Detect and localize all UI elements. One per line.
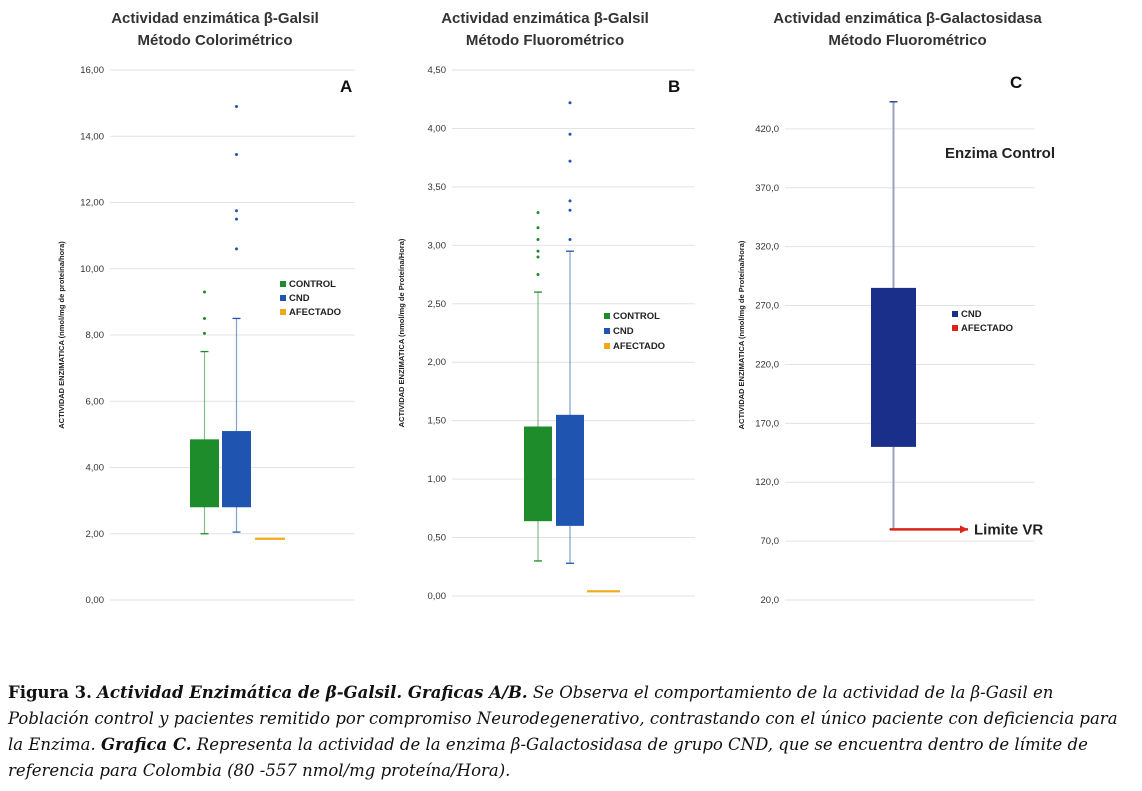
panel-letter: C — [1010, 73, 1022, 92]
chart-a-title: Actividad enzimática β-Galsil Método Col… — [40, 8, 390, 52]
y-tick-label: 14,00 — [80, 131, 104, 142]
outlier-point — [568, 101, 572, 105]
y-tick-label: 1,00 — [428, 474, 447, 485]
y-tick-label: 120,0 — [755, 477, 779, 488]
legend-label: CND — [961, 309, 982, 320]
chart-b-title-line1: Actividad enzimática β-Galsil — [441, 10, 649, 27]
y-tick-label: 2,00 — [86, 529, 105, 540]
legend-label: AFECTADO — [961, 323, 1013, 334]
legend-label: CONTROL — [289, 279, 336, 290]
chart-c-title: Actividad enzimática β-Galactosidasa Mét… — [725, 8, 1090, 52]
box-cnd — [222, 431, 251, 508]
outlier-point — [568, 132, 572, 136]
outlier-point — [235, 217, 238, 221]
legend-label: CND — [289, 293, 310, 304]
legend-swatch — [280, 295, 286, 301]
outlier-point — [235, 209, 238, 213]
outlier-point — [536, 226, 540, 230]
y-tick-label: 16,00 — [80, 65, 104, 76]
legend-swatch — [952, 311, 958, 317]
chart-c-title-line1: Actividad enzimática β-Galactosidasa — [773, 10, 1042, 27]
chart-b-title: Actividad enzimática β-Galsil Método Flu… — [380, 8, 710, 52]
legend-swatch — [604, 343, 610, 349]
legend-swatch — [604, 313, 610, 319]
y-tick-label: 8,00 — [86, 330, 105, 341]
y-tick-label: 0,00 — [428, 591, 447, 602]
legend-label: CONTROL — [613, 311, 660, 322]
y-tick-label: 12,00 — [80, 198, 104, 209]
outlier-point — [568, 237, 572, 241]
legend-swatch — [952, 325, 958, 331]
box-cnd — [556, 414, 584, 526]
outlier-point — [235, 152, 238, 156]
legend-swatch — [280, 281, 286, 287]
y-tick-label: 10,00 — [80, 264, 104, 275]
caption-text-2: Representa la actividad de la enzima β-G… — [8, 735, 1088, 780]
caption-figure-label: Figura 3. — [8, 683, 92, 702]
y-axis-label: ACTIVIDAD ENZIMATICA (nmol/mg de Proteín… — [397, 238, 406, 427]
outlier-point — [536, 237, 540, 241]
annotation-enzima-control: Enzima Control — [945, 145, 1055, 162]
outlier-point — [536, 249, 540, 253]
outlier-point — [536, 211, 540, 215]
y-tick-label: 1,50 — [428, 416, 447, 427]
afectado-arrowhead — [960, 525, 968, 534]
y-tick-label: 2,50 — [428, 299, 447, 310]
y-tick-label: 270,0 — [755, 301, 779, 312]
chart-a-title-line2: Método Colorimétrico — [137, 32, 293, 49]
y-axis-label: ACTIVIDAD ENZIMATICA (nmol/mg de proteín… — [57, 241, 66, 429]
y-tick-label: 4,00 — [428, 123, 447, 134]
y-tick-label: 4,00 — [86, 463, 105, 474]
chart-c: 20,0 70,0 120,0 170,0 220,0 270,0 320,0 370,0 42… — [737, 73, 1055, 606]
y-tick-label: 220,0 — [755, 359, 779, 370]
outlier-point — [203, 331, 206, 335]
outlier-point — [203, 316, 206, 320]
limit-vr-label: Limite VR — [974, 521, 1043, 538]
outlier-point — [568, 199, 572, 203]
figure-caption: Figura 3. Actividad Enzimática de β-Gals… — [8, 680, 1136, 784]
outlier-point — [568, 159, 572, 163]
caption-text-1: Se Observa el comportamiento de la activ… — [8, 683, 1118, 754]
outlier-point — [536, 255, 540, 259]
y-tick-label: 0,00 — [86, 595, 105, 606]
y-tick-label: 3,50 — [428, 182, 447, 193]
y-tick-label: 420,0 — [755, 124, 779, 135]
y-tick-label: 0,50 — [428, 533, 447, 544]
chart-b: 0,00 0,50 1,00 1,50 2,00 2,50 3,00 3,50 4,00 4,50… — [397, 65, 695, 602]
caption-figure-title: Actividad Enzimática de β-Galsil. Grafic… — [97, 683, 528, 702]
y-tick-label: 4,50 — [428, 65, 447, 76]
y-tick-label: 370,0 — [755, 183, 779, 194]
outlier-point — [568, 208, 572, 212]
legend-label: CND — [613, 326, 634, 337]
chart-b-title-line2: Método Fluorométrico — [465, 32, 625, 49]
y-tick-label: 2,00 — [428, 357, 447, 368]
y-tick-label: 3,00 — [428, 240, 447, 251]
outlier-point — [536, 273, 540, 277]
outlier-point — [235, 247, 238, 251]
box-cnd — [871, 287, 916, 447]
y-tick-label: 20,0 — [761, 595, 780, 606]
outlier-point — [235, 104, 238, 108]
panel-letter: A — [340, 77, 352, 96]
chart-c-title-line2: Método Fluorométrico — [828, 32, 987, 49]
legend-label: AFECTADO — [613, 341, 665, 352]
chart-a-title-line1: Actividad enzimática β-Galsil — [111, 10, 319, 27]
box-control — [524, 426, 552, 522]
legend-label: AFECTADO — [289, 307, 341, 318]
legend-swatch — [280, 309, 286, 315]
panel-letter: B — [668, 77, 680, 96]
y-axis-label: ACTIVIDAD ENZIMATICA (nmol/mg de Proteín… — [737, 240, 746, 429]
y-tick-label: 70,0 — [761, 536, 780, 547]
y-tick-label: 6,00 — [86, 396, 105, 407]
y-tick-label: 170,0 — [755, 418, 779, 429]
outlier-point — [203, 290, 206, 294]
caption-grafica-c: Grafica C. — [100, 735, 192, 754]
chart-a: 0,00 2,00 4,00 6,00 8,00 10,00 12,00 14,00 16,00… — [57, 65, 355, 606]
y-tick-label: 320,0 — [755, 242, 779, 253]
box-control — [190, 439, 219, 508]
legend-swatch — [604, 328, 610, 334]
